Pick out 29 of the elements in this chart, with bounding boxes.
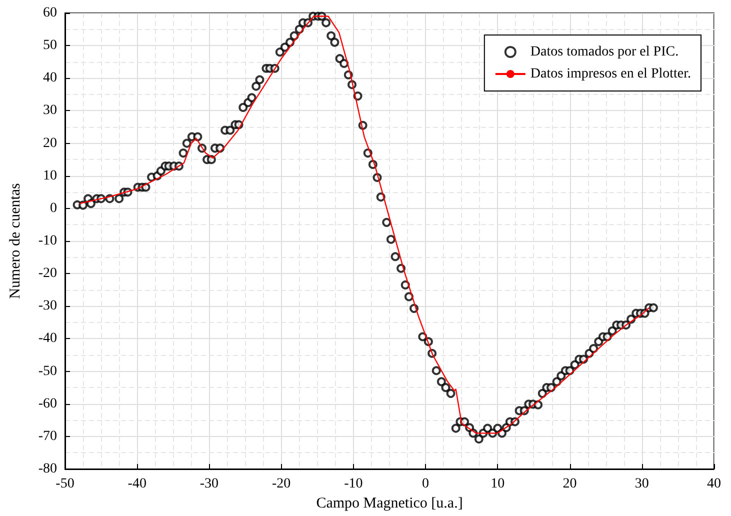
y-tick-label: -40 bbox=[38, 331, 57, 346]
y-tick-label: 30 bbox=[43, 103, 57, 118]
x-tick-label: -40 bbox=[128, 476, 146, 492]
x-tick-label: 0 bbox=[422, 476, 430, 492]
y-tick-label: -20 bbox=[38, 266, 57, 282]
x-tick-label: -30 bbox=[200, 476, 219, 492]
x-axis-title: Campo Magnetico [u.a.] bbox=[316, 495, 463, 512]
legend-label: Datos tomados por el PIC. bbox=[530, 44, 679, 60]
x-tick-label: -20 bbox=[272, 476, 291, 492]
y-tick-label: 10 bbox=[43, 168, 57, 184]
x-tick-label: 40 bbox=[707, 476, 721, 492]
x-tick-label: 30 bbox=[634, 476, 649, 492]
y-tick-label: 40 bbox=[43, 70, 57, 86]
legend-label: Datos impresos en el Plotter. bbox=[530, 66, 692, 82]
y-tick-label: 0 bbox=[50, 200, 57, 216]
y-tick-label: -70 bbox=[38, 428, 57, 444]
x-tick-label: 10 bbox=[490, 476, 505, 492]
y-tick-label: 50 bbox=[43, 38, 57, 54]
y-axis-title: Numero de cuentas bbox=[8, 182, 24, 299]
y-tick-label: -80 bbox=[38, 462, 57, 476]
y-tick-label: -60 bbox=[38, 396, 57, 412]
y-tick-label: -30 bbox=[38, 298, 57, 314]
y-tick-label: 20 bbox=[43, 136, 57, 151]
y-tick-label: -10 bbox=[38, 234, 57, 248]
y-tick-label: 60 bbox=[43, 6, 57, 20]
x-tick-label: -10 bbox=[344, 476, 363, 492]
x-tick-label: -50 bbox=[56, 476, 74, 492]
x-tick-label: 20 bbox=[562, 476, 577, 492]
y-tick-label: -50 bbox=[38, 364, 57, 379]
